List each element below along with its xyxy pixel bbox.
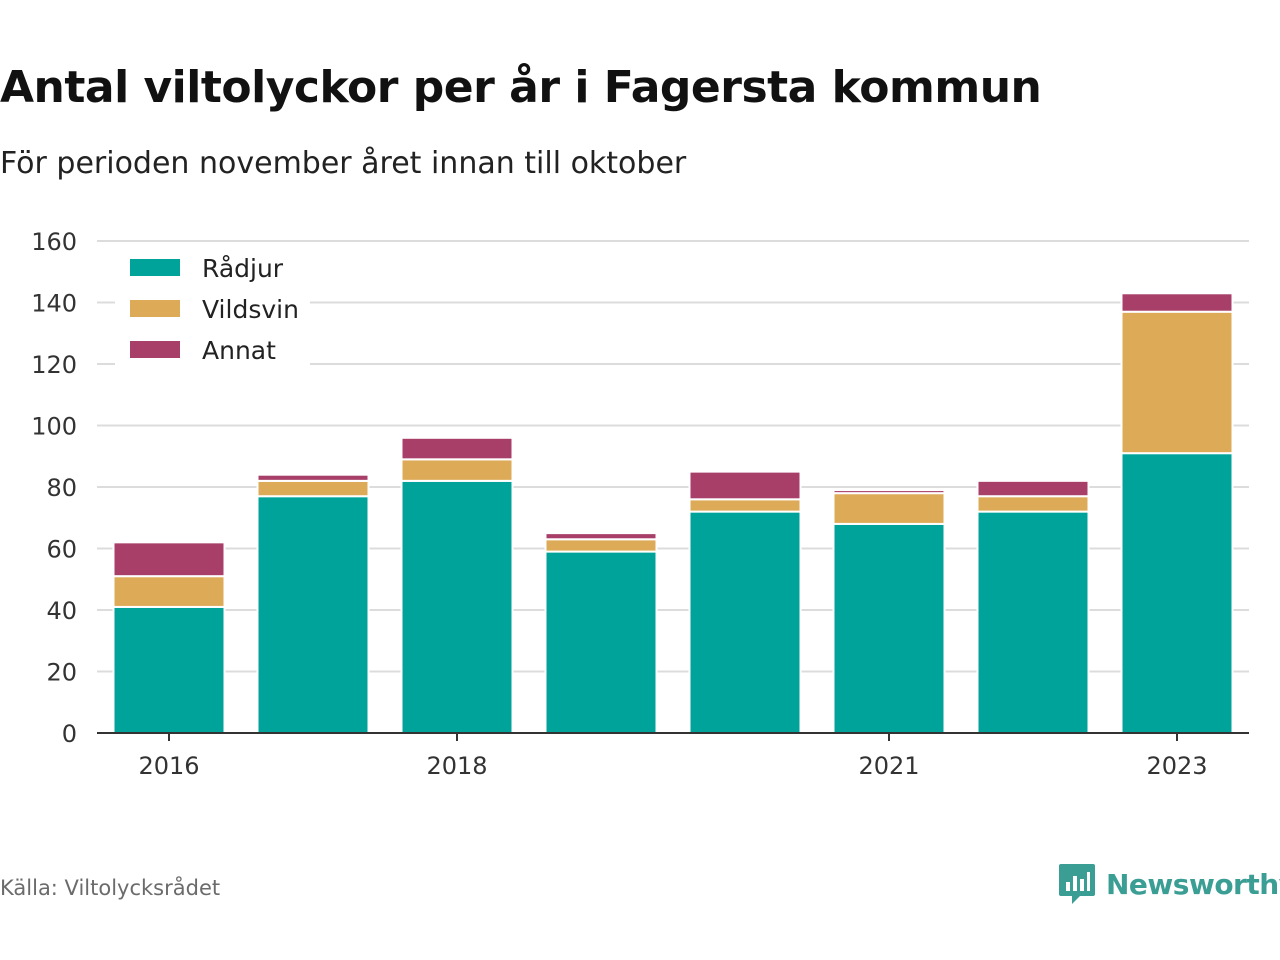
legend-label: Vildsvin xyxy=(202,295,299,324)
legend: Rådjur Vildsvin Annat xyxy=(115,248,310,366)
bar-segment xyxy=(1120,292,1234,313)
newsworthy-logo-icon xyxy=(1059,864,1095,904)
legend-swatch xyxy=(130,259,180,276)
y-axis: 0 20 40 60 80 100 120 140 160 xyxy=(31,228,77,748)
y-tick-label: 60 xyxy=(46,536,77,564)
bar-segment xyxy=(832,489,946,495)
legend-label: Rådjur xyxy=(202,254,284,283)
y-tick-label: 0 xyxy=(62,720,77,748)
x-tick-label: 2023 xyxy=(1146,752,1207,780)
x-tick-label: 2021 xyxy=(858,752,919,780)
bars xyxy=(112,292,1234,735)
bar-segment xyxy=(688,470,802,501)
bar-segment xyxy=(400,458,514,482)
chart-title: Antal viltolyckor per år i Fagersta komm… xyxy=(0,62,1042,113)
bar-segment xyxy=(976,510,1090,734)
legend-swatch xyxy=(130,300,180,317)
y-tick-label: 140 xyxy=(31,290,77,318)
bar-segment xyxy=(832,492,946,525)
legend-swatch xyxy=(130,341,180,358)
x-tick-label: 2018 xyxy=(426,752,487,780)
bar-segment xyxy=(976,495,1090,513)
bar-segment xyxy=(112,541,226,578)
bar-segment xyxy=(688,498,802,513)
bar-segment xyxy=(544,550,658,735)
bar-segment xyxy=(256,479,370,498)
brand-logo: Newsworthy xyxy=(1058,862,1280,906)
bar-segment xyxy=(1120,452,1234,734)
chart-subtitle: För perioden november året innan till ok… xyxy=(0,146,687,181)
y-tick-label: 160 xyxy=(31,228,77,256)
legend-label: Annat xyxy=(202,336,276,365)
y-tick-label: 80 xyxy=(46,474,77,502)
bar-segment xyxy=(112,605,226,734)
bar-segment xyxy=(400,436,514,461)
bar-segment xyxy=(1120,310,1234,455)
bar-segment xyxy=(400,479,514,734)
bar-segment xyxy=(688,510,802,734)
bar-segment xyxy=(544,538,658,553)
bar-segment xyxy=(544,532,658,541)
source-note: Källa: Viltolycksrådet xyxy=(0,876,221,900)
bar-segment xyxy=(256,473,370,482)
x-tick-label: 2016 xyxy=(138,752,199,780)
x-axis: 2016 2018 2021 2023 xyxy=(97,732,1249,780)
brand-name: Newsworthy xyxy=(1106,867,1280,901)
bar-segment xyxy=(112,575,226,608)
y-tick-label: 40 xyxy=(46,597,77,625)
bar-segment xyxy=(256,495,370,734)
bar-segment xyxy=(832,522,946,735)
y-tick-label: 20 xyxy=(46,659,77,687)
bar-segment xyxy=(976,479,1090,498)
y-tick-label: 120 xyxy=(31,351,77,379)
y-tick-label: 100 xyxy=(31,413,77,441)
